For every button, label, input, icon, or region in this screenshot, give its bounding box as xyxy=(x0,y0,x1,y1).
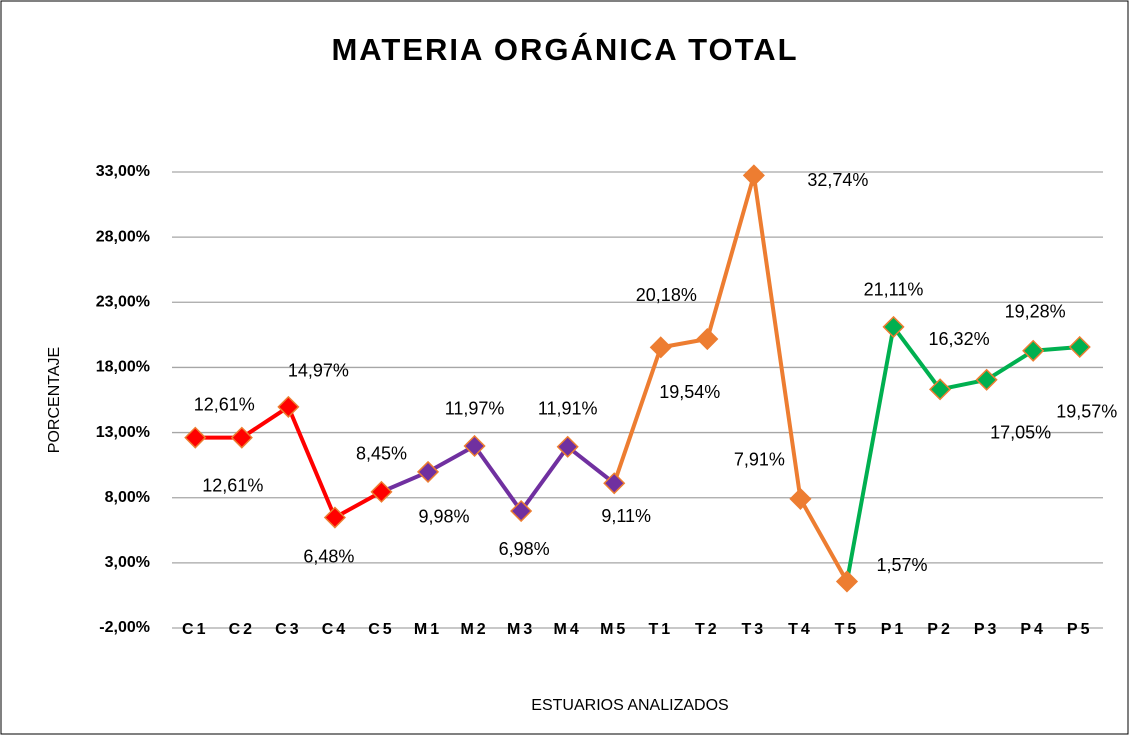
marker xyxy=(556,435,579,458)
x-tick-label: M1 xyxy=(414,621,442,638)
data-label: 1,57% xyxy=(876,555,927,575)
marker xyxy=(975,368,998,391)
x-tick-label: P5 xyxy=(1067,621,1093,638)
x-tick-label: M5 xyxy=(600,621,628,638)
marker xyxy=(835,570,859,593)
data-label: 20,18% xyxy=(636,285,697,305)
y-tick-label: 28,00% xyxy=(96,228,150,245)
data-label: 17,05% xyxy=(990,423,1051,443)
line-segment xyxy=(332,489,384,520)
data-label: 19,28% xyxy=(1005,302,1066,322)
x-tick-label: T5 xyxy=(835,621,860,638)
y-tick-label: -2,00% xyxy=(99,619,150,636)
x-tick-label: P4 xyxy=(1020,621,1046,638)
x-tick-label: T2 xyxy=(695,621,720,638)
marker xyxy=(510,499,533,523)
marker xyxy=(230,426,253,449)
data-label: 11,97% xyxy=(445,399,505,419)
x-tick-label: P3 xyxy=(974,621,1000,638)
marker xyxy=(649,336,672,359)
x-tick-label: C3 xyxy=(275,621,301,638)
line-segment xyxy=(472,443,524,514)
y-axis-title: PORCENTAJE xyxy=(46,347,63,453)
line-segment xyxy=(705,173,756,342)
marker xyxy=(929,378,952,401)
marker xyxy=(463,434,486,458)
data-label: 19,57% xyxy=(1056,402,1117,422)
x-tick-label: P2 xyxy=(927,621,953,638)
line-segment xyxy=(751,173,803,501)
data-label: 19,54% xyxy=(659,382,720,402)
y-tick-label: 8,00% xyxy=(105,489,150,506)
marker xyxy=(742,164,765,187)
data-label: 14,97% xyxy=(288,361,349,381)
data-label: 8,45% xyxy=(356,444,407,464)
line-segment xyxy=(984,348,1036,382)
marker xyxy=(323,506,346,529)
line-segment xyxy=(239,404,291,440)
y-tick-label: 33,00% xyxy=(96,163,150,180)
y-tick-label: 23,00% xyxy=(96,294,150,311)
x-tick-label: M4 xyxy=(554,621,582,638)
y-tick-label: 18,00% xyxy=(96,359,150,376)
line-segment xyxy=(286,404,337,520)
x-tick-label: T1 xyxy=(648,621,673,638)
data-label: 9,98% xyxy=(419,507,470,527)
chart-title: MATERIA ORGÁNICA TOTAL xyxy=(331,32,798,67)
x-tick-label: M2 xyxy=(460,621,488,638)
line-segment xyxy=(565,444,617,486)
data-label: 11,91% xyxy=(538,399,598,419)
marker xyxy=(882,315,905,338)
data-label: 9,11% xyxy=(601,506,651,526)
y-tick-label: 3,00% xyxy=(105,554,150,571)
x-tick-label: C2 xyxy=(229,621,255,638)
marker xyxy=(184,426,207,449)
data-label: 6,48% xyxy=(303,546,354,566)
marker xyxy=(1068,335,1091,359)
line-segment xyxy=(891,324,943,392)
line-segment xyxy=(798,496,849,584)
x-tick-label: T4 xyxy=(788,621,813,638)
line-segment xyxy=(844,324,896,584)
line-segment xyxy=(426,443,477,474)
x-tick-label: M3 xyxy=(507,621,535,638)
line-segment xyxy=(612,345,663,486)
y-tick-label: 13,00% xyxy=(96,424,150,441)
x-tick-label: P1 xyxy=(881,621,907,638)
x-tick-label: C5 xyxy=(368,621,394,638)
data-label: 12,61% xyxy=(202,475,263,495)
marker xyxy=(603,472,626,495)
data-label: 7,91% xyxy=(734,450,785,470)
x-tick-label: C1 xyxy=(182,621,208,638)
x-tick-label: T3 xyxy=(742,621,767,638)
data-label: 16,32% xyxy=(929,329,990,349)
data-label: 32,74% xyxy=(807,170,868,190)
marker xyxy=(370,480,393,503)
line-segment xyxy=(519,444,570,514)
marker xyxy=(277,395,300,418)
marker xyxy=(1022,339,1045,362)
marker xyxy=(789,487,812,510)
marker xyxy=(416,460,440,483)
x-axis-title: ESTUARIOS ANALIZADOS xyxy=(531,697,728,714)
data-label: 21,11% xyxy=(864,280,924,300)
data-label: 6,98% xyxy=(499,539,550,559)
marker xyxy=(696,327,719,351)
line-segment xyxy=(379,469,431,494)
data-label: 12,61% xyxy=(194,394,255,414)
x-tick-label: C4 xyxy=(322,621,348,638)
